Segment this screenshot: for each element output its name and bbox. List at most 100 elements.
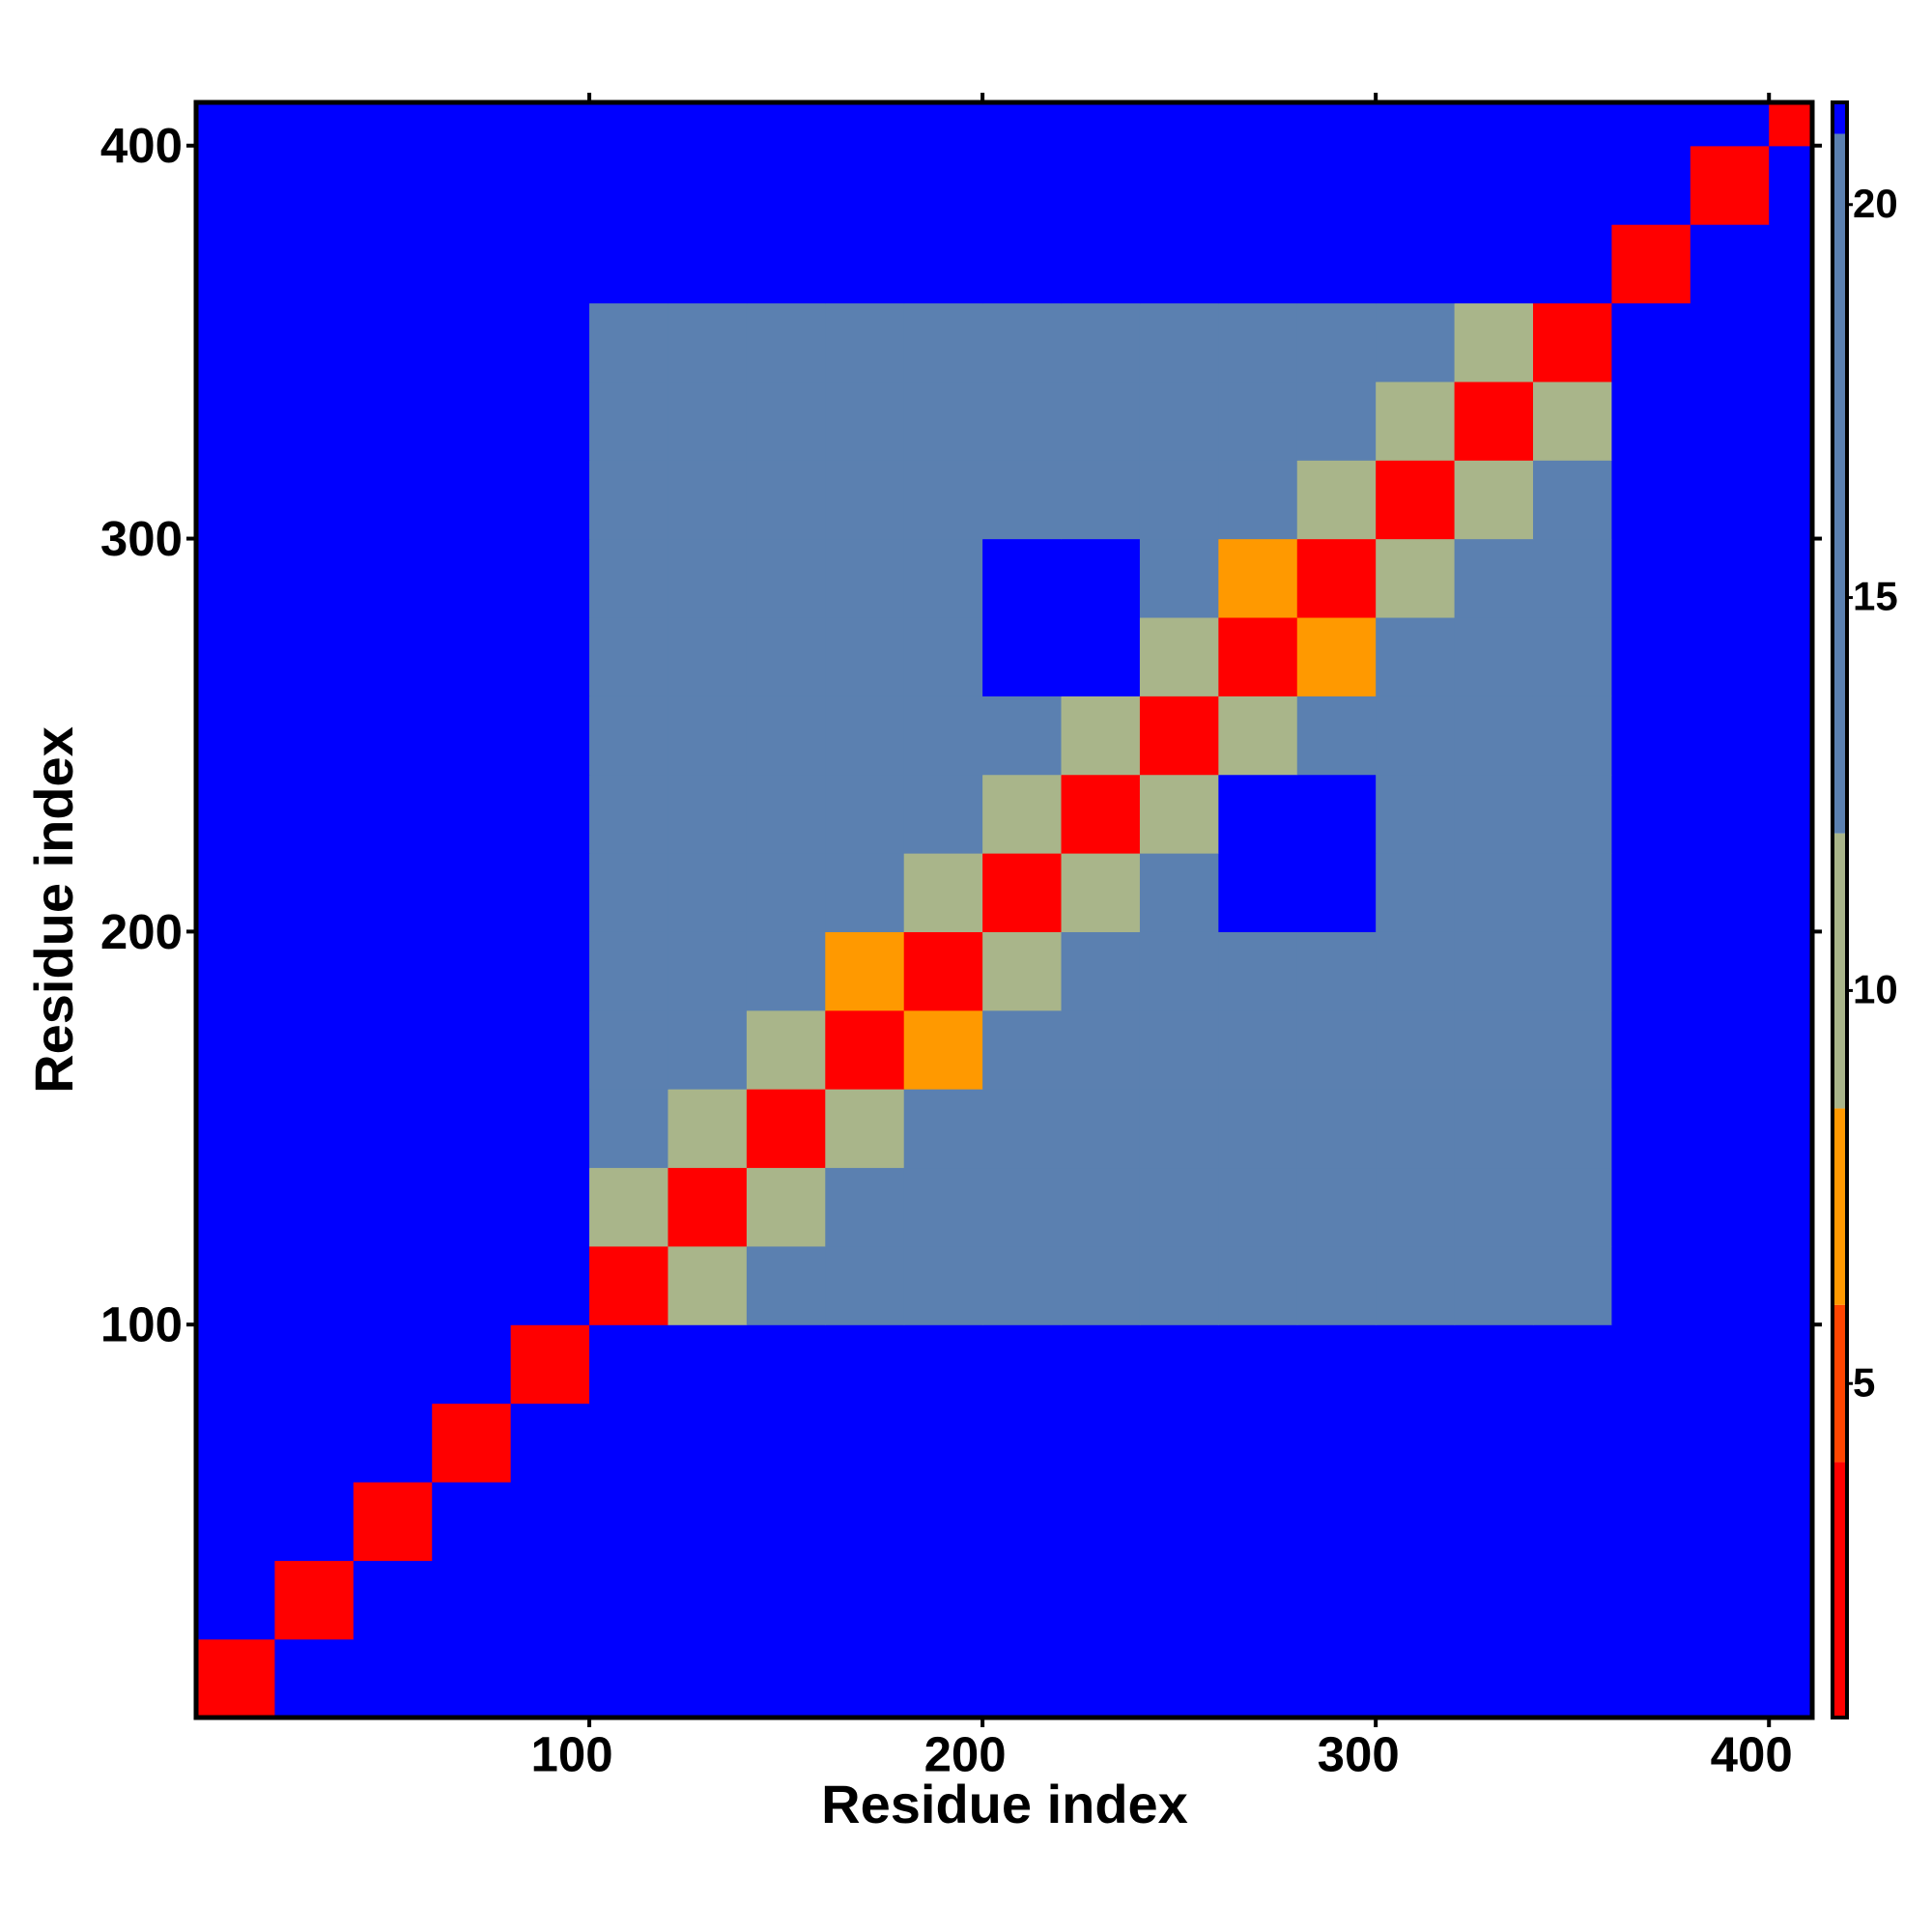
heatmap-cell	[1769, 460, 1813, 540]
heatmap-cell	[825, 1560, 905, 1640]
plot-frame	[193, 99, 1815, 1720]
heatmap-cell	[274, 460, 355, 540]
heatmap-cell	[1690, 1324, 1770, 1405]
heatmap-cell	[589, 1245, 669, 1325]
heatmap-cell	[668, 1560, 748, 1640]
heatmap-cell	[196, 460, 276, 540]
heatmap-cell	[668, 853, 748, 932]
heatmap-cell	[1454, 381, 1534, 461]
heatmap-cell	[1061, 1089, 1141, 1169]
heatmap-cell	[668, 538, 748, 618]
heatmap-cell	[903, 1403, 983, 1483]
y-tick-label: 200	[100, 904, 183, 959]
heatmap-cell	[432, 1324, 512, 1405]
heatmap-cell	[1376, 224, 1456, 304]
heatmap-cell	[274, 224, 355, 304]
heatmap-cell	[982, 853, 1063, 932]
heatmap-cell	[1139, 1638, 1219, 1719]
heatmap-cell	[589, 774, 669, 854]
heatmap-cell	[746, 460, 826, 540]
heatmap-cell	[589, 853, 669, 932]
heatmap-cell	[432, 224, 512, 304]
heatmap-cell	[1532, 1403, 1613, 1483]
heatmap-cell	[1690, 1009, 1770, 1090]
heatmap-cell	[746, 145, 826, 225]
heatmap-cell	[1769, 774, 1813, 854]
heatmap-cell	[1061, 302, 1141, 383]
heatmap-cell	[196, 696, 276, 776]
heatmap-cell	[274, 538, 355, 618]
heatmap-cell	[1611, 1324, 1691, 1405]
heatmap-cell	[903, 931, 983, 1011]
heatmap-cell	[903, 460, 983, 540]
heatmap-cell	[1769, 1245, 1813, 1325]
heatmap-cell	[1532, 1089, 1613, 1169]
heatmap-cell	[1611, 1245, 1691, 1325]
heatmap-cell	[1139, 1324, 1219, 1405]
heatmap-cell	[1454, 224, 1534, 304]
heatmap-cell	[1611, 1403, 1691, 1483]
heatmap-cell	[196, 102, 276, 147]
heatmap-cell	[432, 302, 512, 383]
heatmap-cell	[1376, 460, 1456, 540]
heatmap-cell	[1611, 1638, 1691, 1719]
heatmap-cell	[1061, 1167, 1141, 1247]
heatmap-cell	[1532, 538, 1613, 618]
heatmap-cell	[1296, 1324, 1377, 1405]
heatmap-cell	[1611, 538, 1691, 618]
heatmap-cell	[746, 1403, 826, 1483]
heatmap-cell	[1532, 102, 1613, 147]
heatmap-cell	[589, 224, 669, 304]
heatmap-cell	[1218, 1324, 1298, 1405]
heatmap-cell	[1218, 1089, 1298, 1169]
heatmap-cell	[1769, 1638, 1813, 1719]
heatmap-cell	[903, 302, 983, 383]
heatmap-cell	[353, 1245, 433, 1325]
heatmap-cell	[1061, 931, 1141, 1011]
heatmap-cell	[1139, 853, 1219, 932]
heatmap-cell	[589, 696, 669, 776]
heatmap-cell	[1454, 1167, 1534, 1247]
heatmap-cell	[668, 102, 748, 147]
heatmap-cell	[353, 145, 433, 225]
heatmap-cell	[1218, 1167, 1298, 1247]
heatmap-cell	[1139, 302, 1219, 383]
heatmap-cell	[982, 1167, 1063, 1247]
heatmap-cell	[589, 1481, 669, 1561]
heatmap-cell	[1376, 145, 1456, 225]
heatmap-cell	[1376, 774, 1456, 854]
heatmap-cell	[196, 302, 276, 383]
heatmap-cell	[668, 302, 748, 383]
heatmap-cell	[746, 931, 826, 1011]
heatmap-cell	[1532, 1481, 1613, 1561]
heatmap-cell	[1139, 381, 1219, 461]
heatmap-cell	[1296, 102, 1377, 147]
heatmap-cell	[353, 1481, 433, 1561]
colorbar-frame	[1831, 100, 1849, 1719]
heatmap-cell	[668, 1245, 748, 1325]
heatmap-cell	[1139, 931, 1219, 1011]
heatmap-cell	[1769, 1560, 1813, 1640]
heatmap-cell	[353, 774, 433, 854]
heatmap-cell	[825, 616, 905, 696]
heatmap-cell	[1139, 696, 1219, 776]
heatmap-cell	[1690, 931, 1770, 1011]
heatmap-cell	[1061, 381, 1141, 461]
heatmap-cell	[274, 1167, 355, 1247]
colorbar-segment	[1833, 1304, 1847, 1463]
heatmap-cell	[1139, 460, 1219, 540]
heatmap-cell	[353, 381, 433, 461]
heatmap-cell	[1611, 1167, 1691, 1247]
y-tick-label: 100	[100, 1297, 183, 1352]
heatmap-cell	[353, 1403, 433, 1483]
heatmap-cell	[1296, 381, 1377, 461]
heatmap-cell	[668, 1403, 748, 1483]
heatmap-cell	[1296, 774, 1377, 854]
heatmap-cell	[1061, 102, 1141, 147]
heatmap-cell	[196, 931, 276, 1011]
heatmap-cell	[1139, 616, 1219, 696]
heatmap-cell	[1061, 145, 1141, 225]
colorbar-tick-label: 15	[1853, 574, 1898, 619]
heatmap-cell	[982, 460, 1063, 540]
